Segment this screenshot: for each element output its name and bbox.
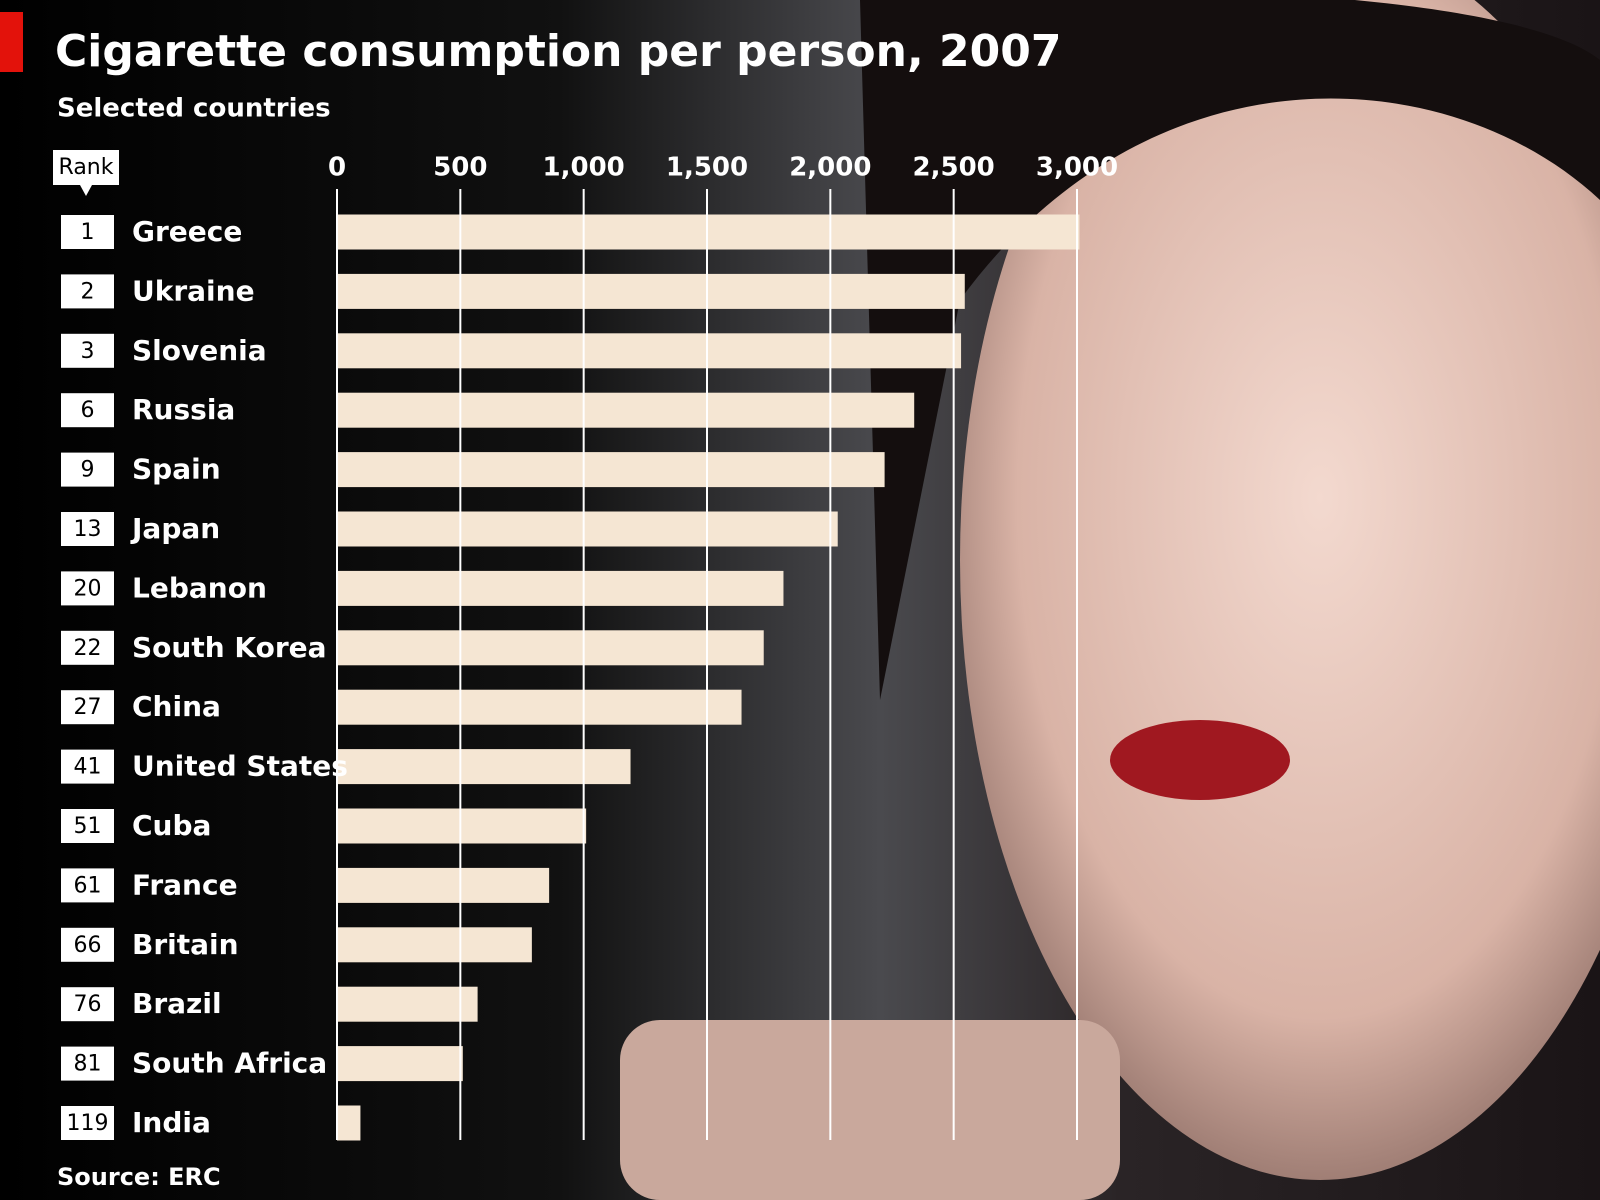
rank-box — [61, 452, 114, 487]
bar — [337, 452, 885, 488]
rank-label: 76 — [74, 992, 102, 1017]
rank-box — [61, 630, 114, 665]
bar — [337, 214, 1080, 250]
rank-box — [61, 333, 114, 368]
rank-box — [61, 571, 114, 606]
bar — [337, 867, 550, 903]
rank-label: 61 — [74, 873, 102, 898]
bar — [337, 1105, 361, 1141]
rank-box — [61, 690, 114, 725]
y-tick-label: Ukraine — [132, 274, 255, 307]
bar — [337, 689, 742, 725]
rank-box — [61, 868, 114, 903]
source: Source: ERC — [57, 1163, 221, 1191]
bar — [337, 1046, 463, 1082]
bar — [337, 808, 587, 844]
y-tick-label: Greece — [132, 215, 242, 248]
rank-header-box — [53, 150, 119, 185]
bar — [337, 392, 915, 428]
y-tick-label: China — [132, 690, 221, 723]
y-tick-label: India — [132, 1106, 211, 1139]
y-tick-label: Russia — [132, 393, 235, 426]
rank-box — [61, 927, 114, 962]
rank-label: 13 — [74, 517, 102, 542]
rank-box — [61, 215, 114, 249]
bar — [337, 333, 962, 369]
chart-title: Cigarette consumption per person, 2007 — [55, 26, 1061, 77]
rank-label: 81 — [74, 1052, 102, 1077]
rank-header: Rank — [59, 155, 114, 180]
rank-header-pointer — [80, 185, 92, 196]
rank-box — [61, 749, 114, 784]
bar — [337, 570, 784, 606]
x-tick-label: 2,500 — [913, 153, 995, 183]
y-tick-label: Cuba — [132, 809, 211, 842]
rank-label: 41 — [74, 755, 102, 780]
y-tick-label: Slovenia — [132, 334, 267, 367]
bar — [337, 511, 838, 547]
y-tick-label: United States — [132, 750, 348, 783]
x-tick-label: 0 — [328, 153, 346, 183]
y-tick-label: Lebanon — [132, 571, 267, 604]
rank-label: 1 — [81, 220, 95, 245]
x-tick-label: 1,000 — [543, 153, 625, 183]
rank-label: 22 — [74, 636, 102, 661]
rank-box — [61, 1106, 114, 1140]
x-tick-label: 1,500 — [666, 153, 748, 183]
photo-lips — [1110, 720, 1290, 800]
y-tick-label: Britain — [132, 928, 239, 961]
rank-label: 66 — [74, 933, 102, 958]
rank-box — [61, 809, 114, 843]
photo-hair — [860, 0, 1600, 700]
rank-box — [61, 987, 114, 1022]
bar — [337, 927, 532, 963]
photo-face — [960, 0, 1600, 1180]
rank-label: 119 — [67, 1111, 109, 1136]
y-tick-label: South Korea — [132, 631, 327, 664]
y-tick-label: France — [132, 868, 238, 901]
rank-label: 9 — [81, 458, 95, 483]
rank-box — [61, 512, 114, 546]
x-tick-label: 3,000 — [1036, 153, 1118, 183]
rank-label: 27 — [74, 695, 102, 720]
rank-label: 3 — [81, 339, 95, 364]
bar — [337, 630, 764, 666]
rank-label: 51 — [74, 814, 102, 839]
photo-hand — [620, 1020, 1120, 1200]
y-tick-label: Brazil — [132, 987, 222, 1020]
bar — [337, 986, 478, 1022]
y-tick-label: Spain — [132, 453, 221, 486]
rank-box — [61, 1046, 114, 1081]
bar — [337, 273, 965, 309]
y-tick-label: South Africa — [132, 1047, 327, 1080]
rank-box — [61, 393, 114, 428]
rank-box — [61, 274, 114, 309]
x-tick-label: 2,000 — [789, 153, 871, 183]
red-tab — [0, 12, 23, 72]
x-tick-label: 500 — [433, 153, 487, 183]
rank-label: 20 — [74, 576, 102, 601]
bar — [337, 749, 631, 785]
rank-label: 6 — [81, 398, 95, 423]
chart-subtitle: Selected countries — [57, 94, 331, 124]
y-tick-label: Japan — [130, 512, 220, 545]
rank-label: 2 — [81, 279, 95, 304]
